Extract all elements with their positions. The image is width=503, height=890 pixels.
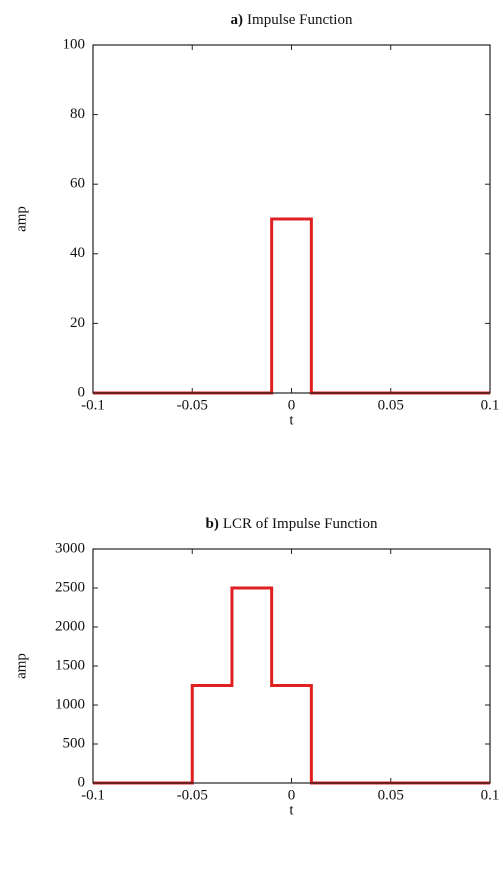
y-tick-label: 2000 [55,618,85,634]
y-axis-label: amp [13,206,29,232]
data-line [93,586,490,785]
x-axis-label: t [289,802,294,818]
title-text: LCR of Impulse Function [223,516,378,532]
y-tick-label: 500 [63,735,86,751]
plot-frame [92,44,491,394]
y-tick-label: 60 [70,176,85,192]
x-tick-label: -0.1 [81,787,105,803]
title-label: b) [206,516,219,532]
data-line [93,217,490,395]
y-tick-label: 0 [78,384,86,400]
y-tick-label: 80 [70,106,85,122]
plot-frame [92,548,491,784]
y-tick-label: 0 [78,774,86,790]
y-tick-label: 1500 [55,657,85,673]
x-tick-label: -0.05 [177,397,208,413]
x-tick-label: 0.05 [378,397,404,413]
y-tick-label: 3000 [55,540,85,556]
y-tick-label: 1000 [55,696,85,712]
x-tick-label: 0.1 [481,787,500,803]
y-tick-label: 2500 [55,579,85,595]
y-tick-label: 100 [63,36,86,52]
y-tick-label: 40 [70,245,85,261]
x-tick-label: -0.05 [177,787,208,803]
chart-title: a) Impulse Function [231,12,353,28]
title-text: Impulse Function [247,12,353,28]
y-tick-label: 20 [70,315,85,331]
x-tick-label: 0.1 [481,397,500,413]
x-tick-label: 0 [288,397,296,413]
x-tick-label: 0.05 [378,787,404,803]
x-tick-label: -0.1 [81,397,105,413]
chart-title: b) LCR of Impulse Function [206,516,378,532]
x-tick-label: 0 [288,787,296,803]
title-label: a) [231,12,244,28]
y-axis-label: amp [13,653,29,679]
x-axis-label: t [289,412,294,428]
